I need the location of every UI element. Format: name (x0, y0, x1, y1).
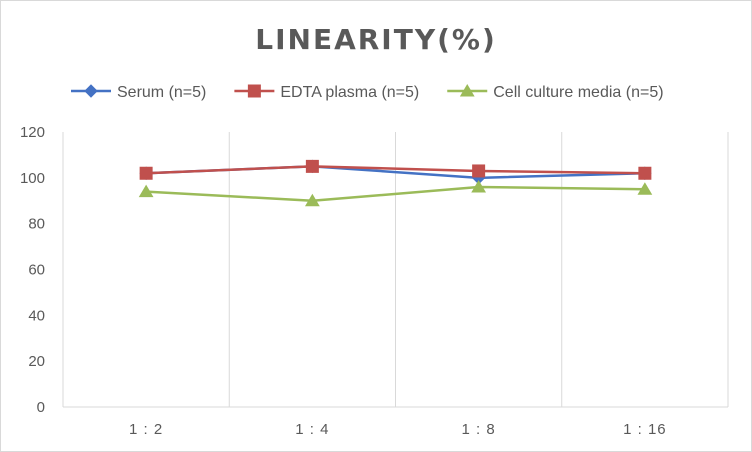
x-tick-label: 1 : 8 (462, 421, 496, 438)
legend-marker (247, 84, 261, 98)
data-point (638, 166, 652, 180)
data-point (637, 182, 653, 195)
data-point (472, 164, 486, 178)
series-line (146, 185, 645, 202)
data-point (305, 159, 319, 173)
grid (62, 132, 729, 407)
legend-label: EDTA plasma (n=5) (280, 84, 419, 101)
y-tick-label: 80 (28, 216, 45, 233)
chart-title: LINEARITY(%) (255, 23, 497, 56)
legend: Serum (n=5) EDTA plasma (n=5) Cell culture… (71, 84, 664, 101)
data-point (471, 180, 487, 193)
series-group (138, 159, 653, 207)
legend-marker (459, 84, 475, 97)
series-line (146, 165, 645, 175)
y-tick-label: 120 (20, 124, 45, 141)
y-tick-label: 40 (28, 307, 45, 324)
legend-marker (84, 84, 98, 98)
y-tick-label: 20 (28, 353, 45, 370)
x-tick-label: 1 : 16 (623, 421, 667, 438)
y-tick-label: 100 (20, 170, 45, 187)
data-point (138, 184, 154, 198)
data-point (139, 166, 153, 180)
axes: 0 20 40 60 80 100 120 1 : 2 1 : 4 1 : 8 1 : 16 (20, 124, 728, 438)
x-tick-label: 1 : 4 (295, 421, 329, 438)
data-point (304, 193, 320, 207)
legend-label: Serum (n=5) (117, 84, 206, 101)
x-tick-label: 1 : 2 (129, 421, 163, 438)
legend-label: Cell culture media (n=5) (493, 84, 663, 101)
y-tick-label: 0 (37, 399, 45, 416)
y-tick-label: 60 (28, 262, 45, 279)
